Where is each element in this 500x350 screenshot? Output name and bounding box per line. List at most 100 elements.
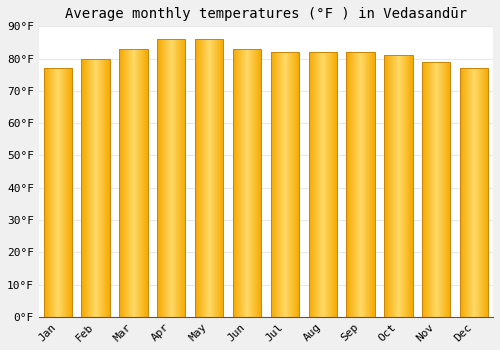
Bar bbox=[238, 49, 239, 317]
Bar bbox=[86, 58, 87, 317]
Bar bbox=[61, 68, 62, 317]
Bar bbox=[251, 49, 252, 317]
Bar bbox=[176, 39, 177, 317]
Bar bbox=[425, 62, 426, 317]
Bar bbox=[446, 62, 447, 317]
Bar bbox=[276, 52, 277, 317]
Bar bbox=[167, 39, 168, 317]
Bar bbox=[347, 52, 348, 317]
Bar bbox=[221, 39, 222, 317]
Bar bbox=[395, 55, 396, 317]
Bar bbox=[62, 68, 63, 317]
Bar bbox=[71, 68, 72, 317]
Bar bbox=[163, 39, 164, 317]
Bar bbox=[256, 49, 257, 317]
Bar bbox=[68, 68, 69, 317]
Bar bbox=[257, 49, 258, 317]
Bar bbox=[134, 49, 135, 317]
Bar bbox=[280, 52, 281, 317]
Bar bbox=[132, 49, 133, 317]
Bar bbox=[161, 39, 162, 317]
Bar bbox=[206, 39, 207, 317]
Bar bbox=[52, 68, 53, 317]
Bar bbox=[180, 39, 181, 317]
Bar bbox=[278, 52, 279, 317]
Bar bbox=[87, 58, 88, 317]
Bar bbox=[195, 39, 224, 317]
Bar bbox=[234, 49, 235, 317]
Bar bbox=[439, 62, 440, 317]
Bar bbox=[310, 52, 311, 317]
Bar bbox=[361, 52, 362, 317]
Bar bbox=[470, 68, 472, 317]
Bar bbox=[314, 52, 315, 317]
Bar bbox=[315, 52, 316, 317]
Bar bbox=[374, 52, 375, 317]
Bar bbox=[332, 52, 333, 317]
Bar bbox=[233, 49, 261, 317]
Bar bbox=[205, 39, 206, 317]
Bar bbox=[481, 68, 482, 317]
Bar bbox=[252, 49, 253, 317]
Bar bbox=[291, 52, 292, 317]
Bar bbox=[121, 49, 122, 317]
Bar bbox=[440, 62, 441, 317]
Bar bbox=[295, 52, 296, 317]
Bar bbox=[207, 39, 208, 317]
Bar bbox=[233, 49, 234, 317]
Bar bbox=[131, 49, 132, 317]
Bar bbox=[313, 52, 314, 317]
Bar bbox=[217, 39, 218, 317]
Bar bbox=[96, 58, 98, 317]
Bar bbox=[174, 39, 176, 317]
Bar bbox=[214, 39, 215, 317]
Bar bbox=[432, 62, 433, 317]
Bar bbox=[360, 52, 361, 317]
Bar bbox=[346, 52, 375, 317]
Bar bbox=[399, 55, 400, 317]
Bar bbox=[215, 39, 216, 317]
Bar bbox=[284, 52, 285, 317]
Bar bbox=[325, 52, 326, 317]
Bar bbox=[330, 52, 331, 317]
Bar bbox=[158, 39, 159, 317]
Bar bbox=[359, 52, 360, 317]
Bar bbox=[204, 39, 205, 317]
Bar bbox=[102, 58, 103, 317]
Bar bbox=[370, 52, 371, 317]
Bar bbox=[45, 68, 46, 317]
Bar bbox=[135, 49, 136, 317]
Bar bbox=[82, 58, 83, 317]
Bar bbox=[213, 39, 214, 317]
Bar bbox=[410, 55, 411, 317]
Bar bbox=[277, 52, 278, 317]
Bar bbox=[318, 52, 320, 317]
Bar bbox=[99, 58, 100, 317]
Bar bbox=[386, 55, 387, 317]
Bar bbox=[196, 39, 197, 317]
Bar bbox=[58, 68, 59, 317]
Bar bbox=[126, 49, 127, 317]
Bar bbox=[219, 39, 220, 317]
Bar bbox=[83, 58, 84, 317]
Bar bbox=[92, 58, 94, 317]
Bar bbox=[173, 39, 174, 317]
Bar bbox=[483, 68, 484, 317]
Bar bbox=[480, 68, 481, 317]
Bar bbox=[472, 68, 473, 317]
Bar bbox=[437, 62, 438, 317]
Bar bbox=[448, 62, 449, 317]
Bar bbox=[473, 68, 474, 317]
Bar bbox=[129, 49, 130, 317]
Bar bbox=[287, 52, 288, 317]
Bar bbox=[259, 49, 260, 317]
Bar bbox=[244, 49, 246, 317]
Bar bbox=[122, 49, 123, 317]
Bar bbox=[44, 68, 72, 317]
Bar bbox=[405, 55, 406, 317]
Bar bbox=[294, 52, 295, 317]
Bar bbox=[95, 58, 96, 317]
Bar bbox=[272, 52, 273, 317]
Bar bbox=[391, 55, 392, 317]
Bar bbox=[211, 39, 212, 317]
